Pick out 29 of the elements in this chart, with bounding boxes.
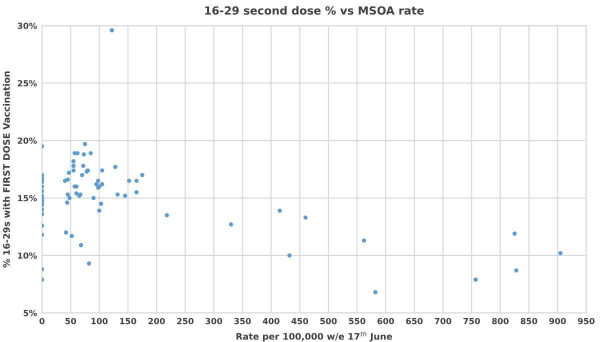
x-tick-label: 400	[262, 318, 280, 324]
x-tick-label: 650	[406, 318, 423, 324]
x-tick-label: 100	[92, 318, 108, 324]
x-tick-label: 600	[378, 318, 394, 324]
y-tick-label: 5%	[24, 310, 37, 316]
x-tick-label: 450	[291, 318, 308, 324]
x-axis-title: Rate per 100,000 w/e 17$^{th}$ June	[236, 331, 392, 342]
y-tick-label: 25%	[18, 80, 37, 86]
x-tick-label: 500	[320, 318, 337, 324]
chart-title: 16-29 second dose % vs MSOA rate	[205, 6, 424, 15]
x-tick-label: 300	[206, 318, 222, 324]
x-tick-label: 800	[492, 318, 509, 324]
x-tick-label: 750	[463, 318, 480, 324]
x-tick-label: 700	[434, 318, 452, 324]
x-tick-label: 550	[349, 318, 366, 324]
x-tick-label: 0	[40, 318, 44, 324]
x-tick-label: 900	[549, 318, 566, 324]
x-tick-label: 950	[578, 318, 594, 324]
x-tick-label: 50	[65, 318, 76, 324]
y-tick-label: 30%	[18, 22, 37, 29]
x-tick-label: 850	[520, 318, 538, 324]
x-tick-label: 250	[177, 318, 194, 324]
x-tick-label: 200	[148, 318, 165, 324]
y-tick-label: 15%	[18, 195, 37, 202]
x-tick-label: 150	[120, 318, 136, 324]
y-tick-label: 10%	[18, 252, 37, 259]
x-tick-label: 350	[234, 318, 251, 324]
y-axis-title: % 16-29s with FIRST DOSE Vaccination	[2, 71, 10, 268]
y-tick-label: 20%	[18, 138, 37, 144]
